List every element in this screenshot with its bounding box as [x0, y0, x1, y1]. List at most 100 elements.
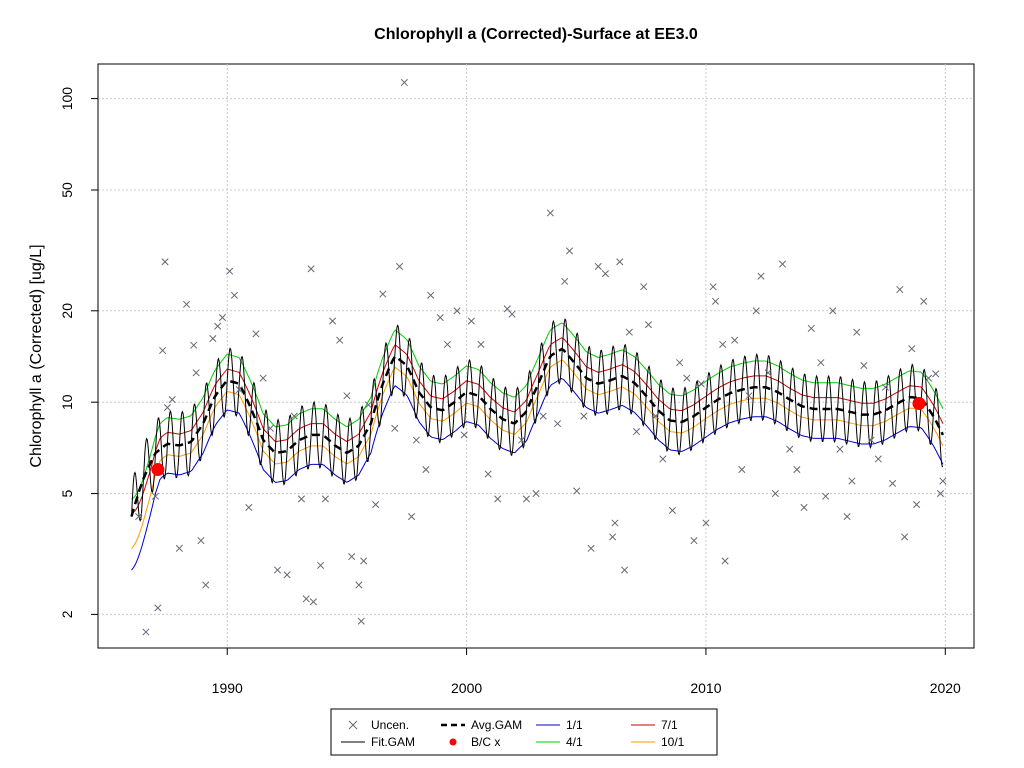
uncensored-point: [508, 310, 516, 318]
uncensored-point: [400, 78, 408, 87]
uncensored-point: [329, 317, 337, 325]
uncensored-point: [161, 258, 169, 266]
uncensored-point: [731, 336, 739, 344]
y-axis: 2 5 10 20 50 100: [59, 87, 99, 618]
uncensored-point: [321, 495, 329, 503]
uncensored-point: [939, 477, 947, 485]
uncensored-point: [273, 566, 282, 574]
y-tick-label: 20: [59, 303, 75, 319]
y-tick-label: 50: [59, 182, 75, 198]
uncensored-point: [357, 617, 365, 625]
uncensored-point: [580, 412, 588, 420]
uncensored-point: [297, 495, 305, 503]
uncensored-point: [309, 598, 317, 606]
uncensored-point: [738, 465, 746, 474]
uncensored-point: [793, 465, 801, 474]
uncensored-point: [786, 445, 794, 453]
uncensored-points: [135, 78, 947, 636]
legend-box: [330, 708, 718, 756]
uncensored-point: [379, 290, 387, 298]
fit-gam-series: [131, 318, 944, 522]
uncensored-point: [532, 490, 540, 498]
legend-item: 1/1: [536, 718, 583, 732]
uncensored-point: [609, 533, 617, 541]
uncensored-point: [190, 341, 198, 349]
bc-point: [912, 397, 926, 411]
y-tick-label: 100: [59, 87, 75, 111]
legend-label: Uncen.: [371, 718, 409, 732]
x-tick-label: 2010: [690, 680, 721, 696]
legend-label: 7/1: [661, 718, 678, 732]
uncensored-point: [778, 260, 787, 268]
uncensored-point: [252, 330, 260, 338]
uncensored-point: [422, 465, 430, 474]
legend-label: Fit.GAM: [371, 735, 415, 749]
legend-label: 10/1: [661, 735, 685, 749]
uncensored-point: [154, 604, 162, 612]
uncensored-point: [412, 436, 420, 444]
uncensored-point: [226, 267, 234, 275]
uncensored-point: [652, 412, 660, 420]
uncensored-point: [245, 503, 253, 512]
y-tick-label: 2: [59, 610, 75, 618]
uncensored-point: [807, 324, 815, 332]
y-tick-label: 10: [59, 394, 75, 410]
legend-label: Avg.GAM: [471, 718, 522, 732]
uncensored-point: [372, 501, 380, 509]
uncensored-point: [230, 291, 238, 299]
uncensored-point: [539, 412, 547, 420]
uncensored-point: [317, 561, 325, 569]
uncensored-point: [427, 291, 435, 299]
uncensored-point: [848, 477, 856, 485]
uncensored-point: [843, 513, 851, 521]
uncensored-point: [690, 537, 698, 545]
uncensored-point: [644, 321, 653, 329]
uncensored-point: [836, 445, 844, 453]
uncensored-point: [209, 335, 217, 343]
uncensored-point: [307, 265, 315, 273]
seasonal-curve-7-1: [131, 337, 944, 514]
uncensored-point: [829, 307, 837, 315]
uncensored-point: [192, 369, 200, 377]
uncensored-point: [601, 270, 609, 278]
fit-gam-line: [131, 318, 944, 522]
uncensored-point: [235, 386, 243, 394]
uncensored-point: [764, 369, 772, 377]
uncensored-point: [214, 322, 222, 330]
uncensored-point: [889, 479, 897, 487]
uncensored-point: [853, 328, 861, 336]
uncensored-point: [396, 262, 404, 270]
uncensored-point: [913, 501, 921, 509]
uncensored-point: [168, 396, 176, 404]
uncensored-point: [896, 285, 904, 294]
uncensored-point: [625, 328, 633, 336]
uncensored-point: [484, 470, 492, 478]
uncensored-point: [709, 283, 717, 291]
uncensored-point: [175, 544, 183, 552]
x-tick-label: 1990: [212, 680, 243, 696]
uncensored-point: [364, 401, 373, 409]
uncensored-point: [202, 581, 210, 589]
uncensored-point: [360, 557, 368, 565]
uncensored-point: [719, 340, 727, 348]
uncensored-point: [659, 455, 667, 463]
legend-label: 4/1: [566, 735, 583, 749]
x-axis: 1990 2000 2010 2020: [212, 647, 961, 696]
uncensored-point: [467, 317, 475, 325]
uncensored-point: [874, 455, 882, 463]
uncensored-point: [573, 487, 581, 495]
uncensored-point: [302, 595, 310, 603]
uncensored-point: [668, 506, 676, 514]
uncensored-point: [702, 519, 710, 527]
uncensored-point: [348, 553, 356, 561]
uncensored-point: [290, 412, 298, 420]
x-tick-label: 2020: [930, 680, 961, 696]
uncensored-point: [436, 314, 444, 322]
chart-title: Chlorophyll a (Corrected)-Surface at EE3…: [374, 26, 698, 43]
uncensored-point: [565, 247, 574, 255]
uncensored-point: [183, 300, 191, 308]
uncensored-point: [817, 359, 825, 367]
uncensored-point: [822, 492, 830, 500]
uncensored-point: [860, 362, 868, 370]
uncensored-point: [135, 513, 143, 521]
